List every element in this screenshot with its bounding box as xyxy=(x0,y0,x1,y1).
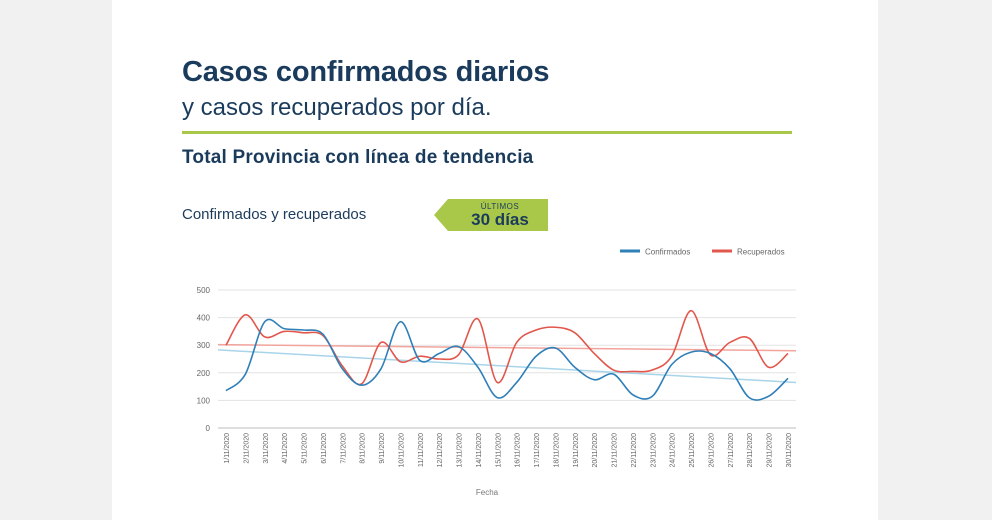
x-tick-label: 28/11/2020 xyxy=(747,433,754,468)
series-lines xyxy=(225,309,789,401)
grid xyxy=(218,289,796,429)
x-tick-label: 2/11/2020 xyxy=(243,433,250,464)
trendlines xyxy=(217,343,797,384)
x-tick-label: 11/11/2020 xyxy=(418,433,425,467)
section-title: Total Provincia con línea de tendencia xyxy=(182,147,534,168)
x-tick-label: 19/11/2020 xyxy=(573,433,580,468)
x-tick-label: 22/11/2020 xyxy=(631,433,638,468)
x-tick-label: 13/11/2020 xyxy=(457,433,464,468)
x-axis-title: Fecha xyxy=(476,488,499,497)
trendline xyxy=(217,343,797,352)
period-badge: ÚLTIMOS 30 días xyxy=(434,199,548,231)
badge-main-text: 30 días xyxy=(471,210,529,229)
x-tick-label: 3/11/2020 xyxy=(263,433,270,464)
x-tick-label: 8/11/2020 xyxy=(360,433,367,464)
x-tick-label: 6/11/2020 xyxy=(321,433,328,464)
badge-shape xyxy=(434,199,548,231)
x-tick-label: 21/11/2020 xyxy=(612,433,619,468)
x-tick-label: 16/11/2020 xyxy=(515,433,522,468)
legend: Confirmados Recuperados xyxy=(620,248,785,257)
page-title: Casos confirmados diarios xyxy=(182,56,550,88)
page-subtitle: y casos recuperados por día. xyxy=(182,94,492,121)
x-tick-label: 4/11/2020 xyxy=(282,433,289,464)
y-tick-label: 0 xyxy=(206,424,211,433)
y-tick-label: 300 xyxy=(197,341,211,350)
x-tick-label: 9/11/2020 xyxy=(379,433,386,464)
x-tick-label: 5/11/2020 xyxy=(302,433,309,464)
report-card xyxy=(112,0,878,520)
x-tick-label: 15/11/2020 xyxy=(495,433,502,468)
x-tick-label: 26/11/2020 xyxy=(708,433,715,468)
axes: 0 100 200 300 400 500 1/11/2020 2/11/2020 3/11/2… xyxy=(197,286,793,497)
badge-top-text: ÚLTIMOS xyxy=(480,202,520,211)
x-tick-label: 12/11/2020 xyxy=(437,433,444,468)
y-tick-label: 500 xyxy=(197,286,211,295)
x-tick-label: 29/11/2020 xyxy=(767,433,774,468)
x-tick-label: 17/11/2020 xyxy=(534,433,541,468)
legend-label-recuperados: Recuperados xyxy=(737,248,785,257)
series-line-recuperados xyxy=(225,309,789,386)
x-tick-label: 27/11/2020 xyxy=(728,433,735,468)
y-tick-label: 200 xyxy=(197,369,211,378)
x-tick-label: 24/11/2020 xyxy=(670,433,677,468)
series-line-confirmados xyxy=(225,318,789,401)
x-tick-label: 18/11/2020 xyxy=(553,433,560,468)
y-tick-label: 400 xyxy=(197,314,211,323)
divider xyxy=(182,131,792,134)
x-tick-label: 10/11/2020 xyxy=(398,433,405,468)
x-tick-label: 23/11/2020 xyxy=(650,433,657,468)
x-tick-label: 25/11/2020 xyxy=(689,433,696,468)
x-tick-label: 14/11/2020 xyxy=(476,433,483,468)
x-tick-label: 20/11/2020 xyxy=(592,433,599,468)
y-tick-label: 100 xyxy=(197,396,211,405)
x-tick-label: 1/11/2020 xyxy=(224,433,231,464)
x-tick-label: 7/11/2020 xyxy=(340,433,347,464)
chart-label: Confirmados y recuperados xyxy=(182,206,367,223)
x-tick-label: 30/11/2020 xyxy=(786,433,793,468)
legend-label-confirmados: Confirmados xyxy=(645,248,690,257)
